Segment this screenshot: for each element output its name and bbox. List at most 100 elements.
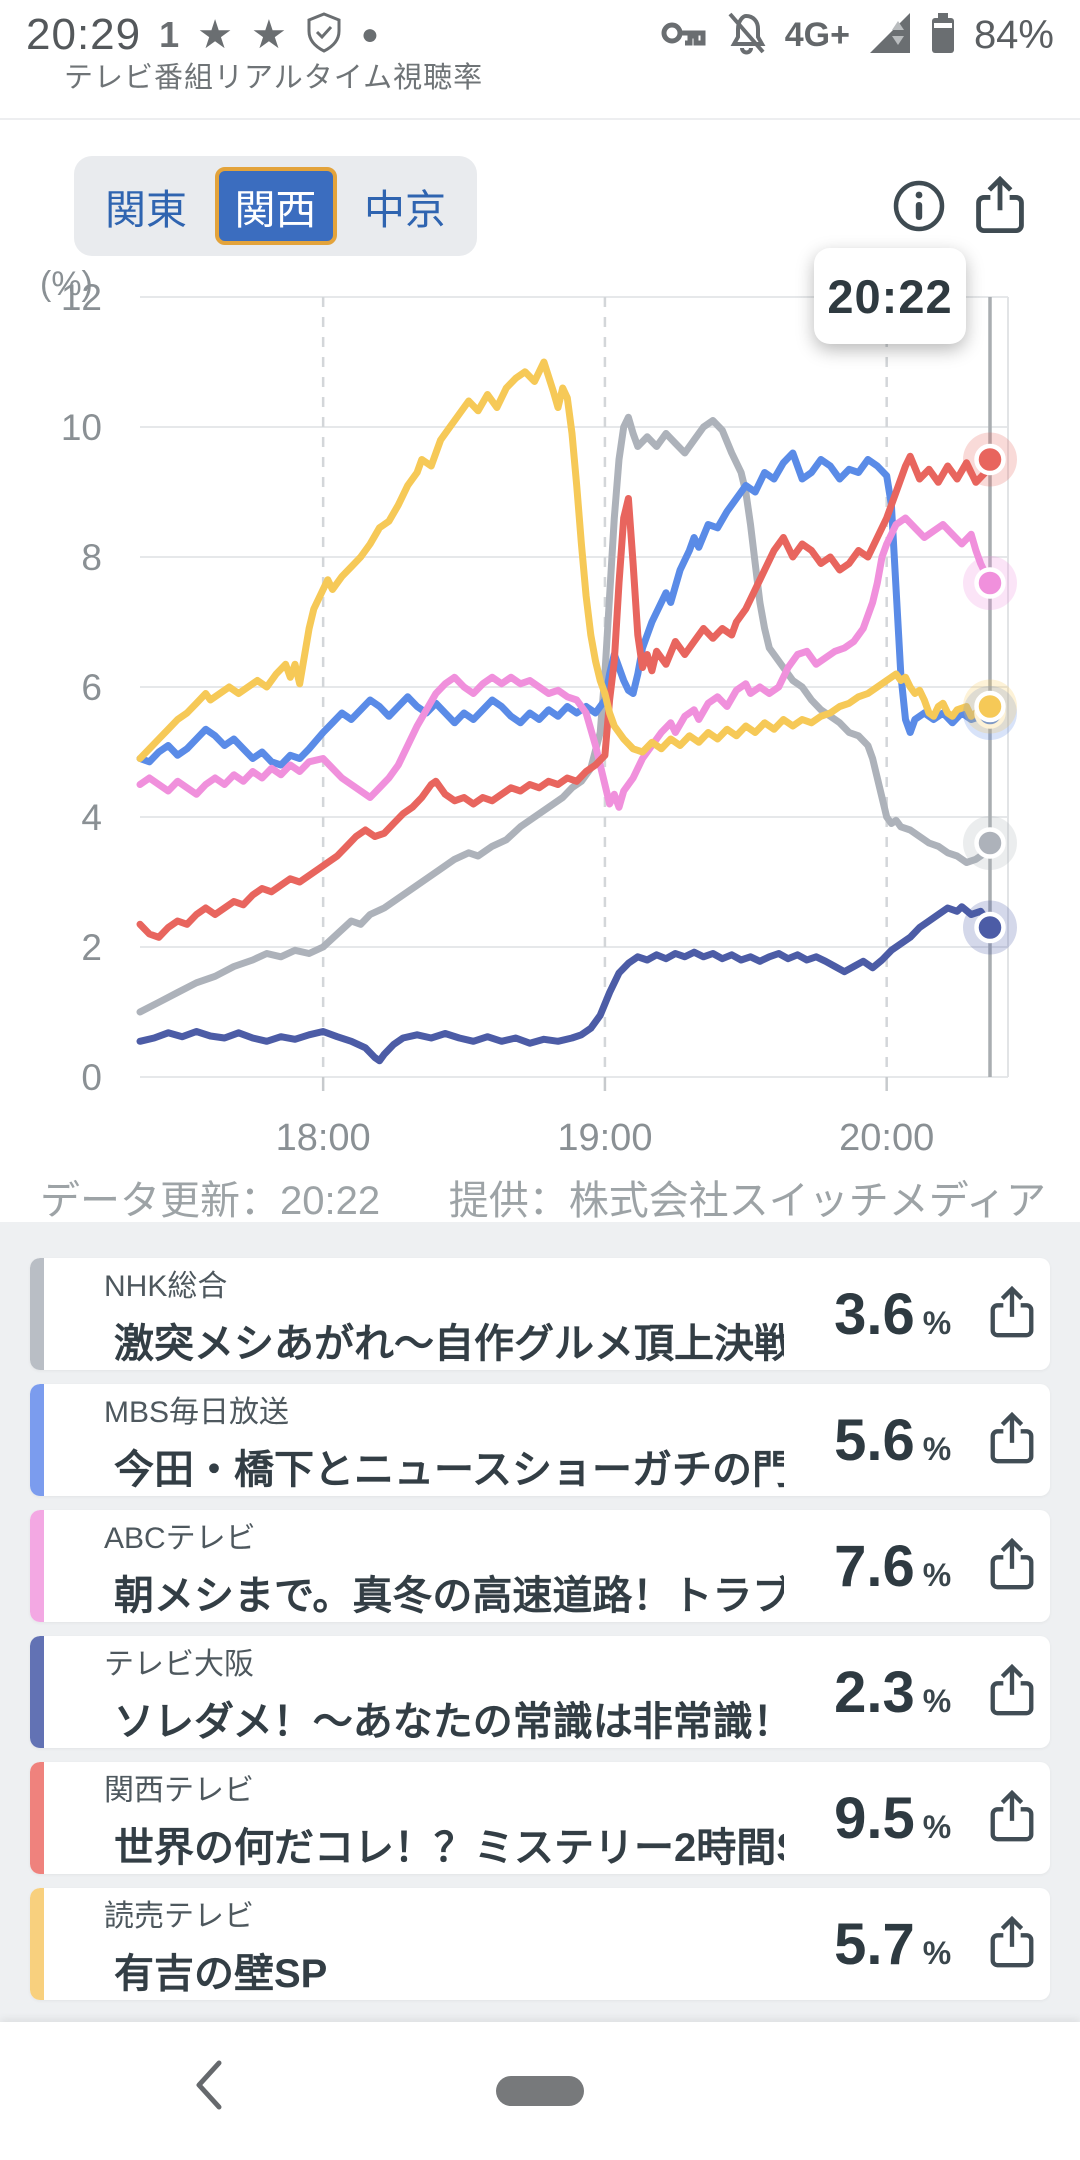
- channel-name: MBS毎日放送: [104, 1396, 290, 1429]
- x-axis-label: 18:00: [276, 1117, 371, 1159]
- y-axis-label: 12: [61, 277, 102, 318]
- battery-icon: [930, 11, 956, 60]
- channel-name: 読売テレビ: [104, 1900, 254, 1933]
- status-bar: 20:29 1 ★ ★ ● 4G+ 84%: [0, 0, 1080, 64]
- series-line: [136, 449, 994, 769]
- x-axis-label: 20:00: [839, 1117, 934, 1159]
- rating-value: 3.6: [834, 1281, 915, 1347]
- program-title: 激突メシあがれ〜自作グルメ頂上決戦〜: [114, 1322, 784, 1366]
- rating: 9.5%: [784, 1785, 951, 1852]
- chevron-left-icon: [196, 2060, 222, 2109]
- y-axis-label: 8: [81, 537, 102, 578]
- series-line: [136, 903, 994, 1065]
- rating-unit: %: [922, 1556, 952, 1593]
- rating: 2.3%: [784, 1659, 951, 1726]
- rating-value: 2.3: [834, 1659, 915, 1725]
- share-button-top[interactable]: [971, 175, 1029, 236]
- share-icon: [976, 175, 1024, 234]
- series-marker: [974, 911, 1006, 944]
- program-title: 世界の何だコレ！？ミステリー2時間SP: [114, 1826, 784, 1870]
- rating-unit: %: [922, 1682, 952, 1719]
- y-axis-label: 6: [81, 667, 102, 708]
- rating-unit: %: [922, 1808, 952, 1845]
- series-marker: [974, 567, 1006, 599]
- share-button[interactable]: [951, 1904, 1050, 1984]
- share-button[interactable]: [951, 1652, 1050, 1732]
- channel-color-bar: [30, 1258, 44, 1370]
- channel-name: 関西テレビ: [104, 1774, 254, 1807]
- info-icon: [893, 180, 945, 232]
- channel-color-bar: [30, 1762, 44, 1874]
- rating-value: 7.6: [834, 1533, 915, 1599]
- rating-unit: %: [922, 1934, 952, 1971]
- network-type-label: 4G+: [784, 15, 850, 54]
- y-axis-unit-label: (%): [40, 265, 93, 303]
- y-axis-label: 4: [81, 797, 102, 838]
- channel-card-tvo: テレビ大阪 ソレダメ！〜あなたの常識は非常識！？〜 2.3%: [30, 1636, 1050, 1748]
- share-icon: [990, 1789, 1034, 1841]
- series-line: [136, 514, 994, 811]
- channel-name: ABCテレビ: [104, 1522, 256, 1555]
- header-divider: [0, 118, 1080, 120]
- program-title: ソレダメ！〜あなたの常識は非常識！？〜: [114, 1700, 784, 1744]
- share-button[interactable]: [951, 1778, 1050, 1858]
- program-title: 今田・橋下とニュースショーガチの門！！: [114, 1448, 784, 1492]
- home-pill-button[interactable]: [496, 2076, 584, 2106]
- tab-kansai[interactable]: 関西: [214, 167, 337, 245]
- program-title: 有吉の壁SP: [114, 1952, 328, 1996]
- y-axis-label: 0: [81, 1057, 102, 1098]
- y-axis-label: 2: [81, 927, 102, 968]
- channel-card-nhk: NHK総合 激突メシあがれ〜自作グルメ頂上決戦〜 3.6%: [30, 1258, 1050, 1370]
- share-button[interactable]: [951, 1274, 1050, 1354]
- share-button[interactable]: [951, 1526, 1050, 1606]
- app-title: テレビ番組リアルタイム視聴率: [64, 62, 484, 94]
- channel-name: テレビ大阪: [104, 1648, 254, 1681]
- channel-list: NHK総合 激突メシあがれ〜自作グルメ頂上決戦〜 3.6% MBS毎日放送 今田…: [0, 1222, 1080, 2022]
- data-updated-label: データ更新：20:22: [40, 1179, 381, 1223]
- notification-1-icon: 1: [159, 14, 180, 55]
- shield-check-icon: [305, 11, 343, 59]
- dot-icon: ●: [360, 18, 379, 51]
- rating-unit: %: [922, 1304, 952, 1341]
- ratings-chart[interactable]: 0 2 4 6 8 10 12 (%) 18:00 19:00 20:00: [0, 0, 1080, 1250]
- channel-color-bar: [30, 1384, 44, 1496]
- share-icon: [990, 1663, 1034, 1715]
- channel-card-ktv: 関西テレビ 世界の何だコレ！？ミステリー2時間SP 9.5%: [30, 1762, 1050, 1874]
- tab-chukyo[interactable]: 中京: [341, 166, 469, 246]
- channel-color-bar: [30, 1888, 44, 2000]
- share-icon: [990, 1537, 1034, 1589]
- back-button[interactable]: [176, 2054, 240, 2118]
- notifications-off-icon: [725, 11, 767, 60]
- program-title: 朝メシまで。真冬の高速道路！トラブル解…: [114, 1574, 784, 1618]
- clock: 20:29: [26, 10, 142, 59]
- star-icon: ★: [197, 13, 233, 57]
- channel-card-abc: ABCテレビ 朝メシまで。真冬の高速道路！トラブル解… 7.6%: [30, 1510, 1050, 1622]
- series-marker: [974, 690, 1006, 723]
- rating-unit: %: [922, 1430, 952, 1467]
- series-line: [136, 452, 994, 941]
- series-marker: [974, 827, 1006, 859]
- share-button[interactable]: [951, 1400, 1050, 1480]
- y-axis-label: 10: [61, 407, 102, 448]
- x-axis-label: 19:00: [557, 1117, 652, 1159]
- rating: 7.6%: [784, 1533, 951, 1600]
- rating: 3.6%: [784, 1281, 951, 1348]
- rating: 5.6%: [784, 1407, 951, 1474]
- share-icon: [990, 1411, 1034, 1463]
- rating-value: 9.5: [834, 1785, 915, 1851]
- battery-percent-label: 84%: [973, 12, 1054, 57]
- chart-canvas[interactable]: 0 2 4 6 8 10 12(%) 18:00 19:00 20:00: [0, 0, 1080, 1250]
- channel-color-bar: [30, 1510, 44, 1622]
- tab-kanto[interactable]: 関東: [82, 166, 210, 246]
- info-button[interactable]: [891, 178, 947, 234]
- channel-card-mbs: MBS毎日放送 今田・橋下とニュースショーガチの門！！ 5.6%: [30, 1384, 1050, 1496]
- channel-card-ytv: 読売テレビ 有吉の壁SP 5.7%: [30, 1888, 1050, 2000]
- channel-name: NHK総合: [104, 1270, 228, 1303]
- key-icon: [661, 16, 707, 55]
- rating-value: 5.7: [834, 1911, 915, 1977]
- data-provider-label: 提供：株式会社スイッチメディア: [448, 1179, 1046, 1223]
- channel-color-bar: [30, 1636, 44, 1748]
- region-tabbar: 関東 関西 中京: [74, 156, 477, 256]
- series-line: [136, 358, 994, 762]
- rating: 5.7%: [784, 1911, 951, 1978]
